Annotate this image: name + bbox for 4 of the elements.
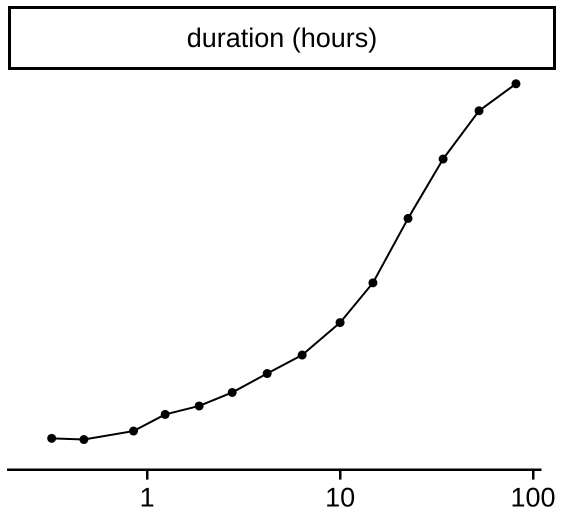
x-tick-label: 100 [510, 482, 556, 512]
x-tick-label: 10 [325, 482, 356, 512]
chart-title: duration (hours) [8, 6, 556, 70]
x-tick-label: 1 [140, 482, 155, 512]
